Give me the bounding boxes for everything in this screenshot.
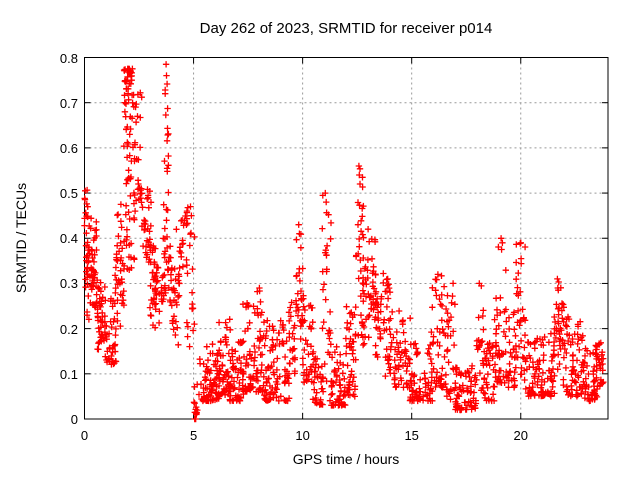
y-tick-label: 0 xyxy=(70,412,78,427)
y-tick-label: 0.8 xyxy=(59,50,78,66)
x-tick-label: 10 xyxy=(295,428,310,443)
y-tick-label: 0.2 xyxy=(59,321,78,337)
x-tick-label: 15 xyxy=(404,428,419,443)
y-tick-label: 0.5 xyxy=(59,186,78,202)
x-tick-label: 0 xyxy=(80,428,89,443)
chart-title: Day 262 of 2023, SRMTID for receiver p01… xyxy=(199,20,493,37)
y-tick-label: 0.1 xyxy=(59,366,78,382)
x-tick-label: 5 xyxy=(189,428,198,443)
y-tick-label: 0.7 xyxy=(59,95,78,111)
x-tick-label: 20 xyxy=(513,428,528,443)
scatter-points xyxy=(81,61,607,423)
y-tick-label: 0.6 xyxy=(59,140,78,156)
y-tick-label: 0.4 xyxy=(59,231,78,247)
y-tick-label: 0.3 xyxy=(59,276,78,292)
x-axis-label: GPS time / hours xyxy=(292,451,400,467)
